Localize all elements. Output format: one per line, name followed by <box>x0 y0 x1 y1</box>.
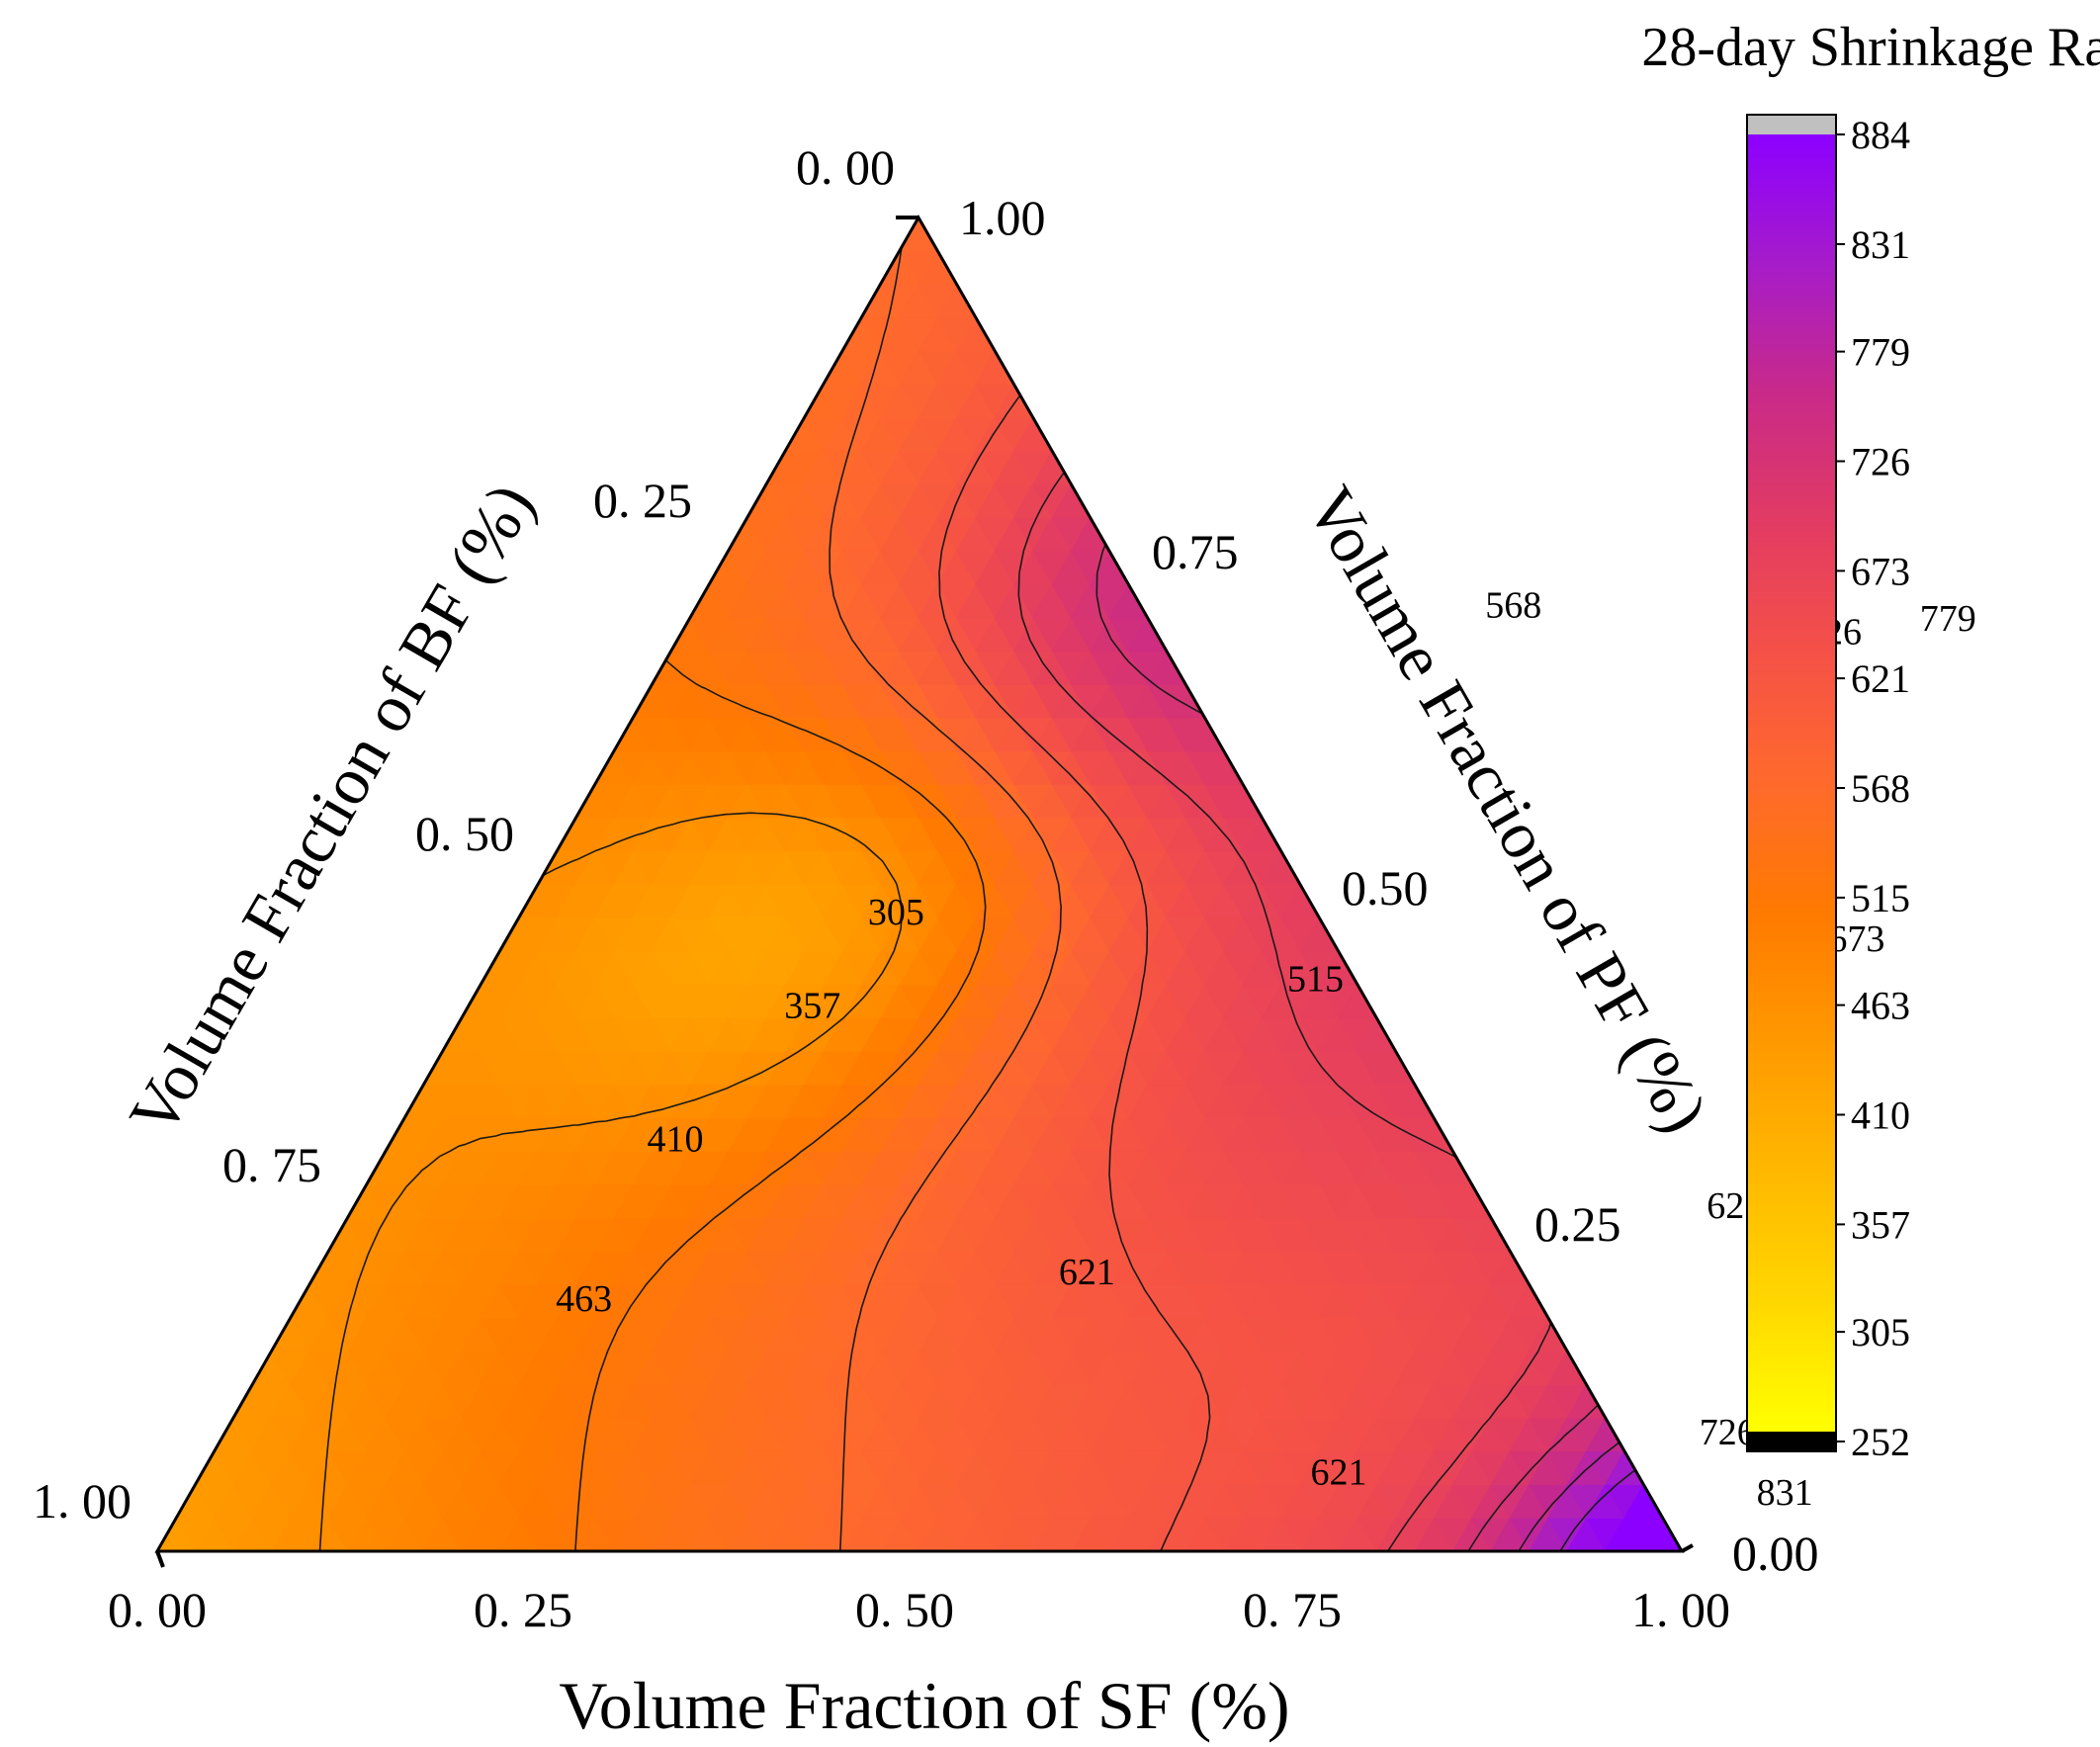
colorbar-title: 28-day Shrinkage Rate <box>1641 17 2100 78</box>
colorbar-tick-label: 357 <box>1851 1202 1910 1247</box>
right-tick-label: 0.75 <box>1152 524 1239 579</box>
right-tick-label: 0.25 <box>1534 1196 1621 1252</box>
colorbar-tick-label: 568 <box>1851 766 1910 811</box>
contour-line-568 <box>829 246 1062 1551</box>
right-tick-label: 0.50 <box>1342 860 1429 916</box>
contour-label: 568 <box>1485 585 1541 627</box>
contour-label: 673 <box>1828 918 1884 960</box>
colorbar-tick-label: 884 <box>1851 113 1910 157</box>
colorbar-tick-label: 621 <box>1851 656 1910 701</box>
contour-label: 410 <box>648 1118 704 1160</box>
colorbar-tick-label: 515 <box>1851 876 1910 920</box>
left-tick-label: 1. 00 <box>33 1473 131 1529</box>
contour-label: 621 <box>1059 1252 1115 1293</box>
colorbar-tick-label: 252 <box>1851 1420 1910 1464</box>
contour-line-673 <box>1017 472 1552 1551</box>
colorbar-frame <box>1746 114 1837 1452</box>
left-tick-label: 0. 75 <box>222 1137 321 1192</box>
colorbar-over-swatch <box>1747 115 1836 134</box>
contour-line-726 <box>1095 544 1599 1551</box>
contour-line-779 <box>1518 1441 1620 1551</box>
bottom-tick-label: 0. 00 <box>108 1582 207 1637</box>
contour-label: 357 <box>784 985 840 1026</box>
bottom-axis-title: Volume Fraction of SF (%) <box>559 1668 1289 1743</box>
bottom-tick-label: 0. 75 <box>1243 1582 1342 1637</box>
left-tick-label: 0. 25 <box>593 473 692 528</box>
contour-line-463 <box>318 812 904 1551</box>
colorbar-tick-label: 305 <box>1851 1310 1910 1354</box>
contour-line-515 <box>574 658 987 1551</box>
colorbar-tick-label: 831 <box>1851 222 1910 267</box>
colorbar-tick-label: 463 <box>1851 984 1910 1028</box>
right-tick-label: 1.00 <box>959 190 1046 245</box>
contour-field <box>157 218 1682 1551</box>
colorbar-ticks: 252 305 357 410 463 515 568 621 673 726 779 831 884 <box>1836 113 1910 1464</box>
right-corner-tick <box>1681 1543 1694 1553</box>
colorbar: 28-day Shrinkage Rate 252 305 357 410 463 515… <box>1641 17 2100 1464</box>
triangle-frame <box>154 214 1685 1553</box>
colorbar-tick-label: 673 <box>1851 549 1910 593</box>
right-tick-label: 0.00 <box>1732 1526 1819 1581</box>
colorbar-tick-label: 726 <box>1851 440 1910 484</box>
left-tick-label: 0. 00 <box>796 139 895 195</box>
colorbar-under-swatch <box>1747 1432 1836 1451</box>
colorbar-gradient-bar <box>1747 134 1836 1432</box>
contour-label: 779 <box>1920 598 1976 640</box>
colorbar-tick-label: 410 <box>1851 1093 1910 1138</box>
contour-label: 463 <box>556 1278 612 1320</box>
bottom-tick-label: 0. 25 <box>474 1582 572 1637</box>
contour-line-831 <box>1559 1469 1636 1551</box>
bottom-tick-label: 0. 50 <box>855 1582 954 1637</box>
field-cell <box>898 218 939 252</box>
bottom-origin-tick <box>155 1550 165 1568</box>
bottom-tick-label: 1. 00 <box>1631 1582 1730 1637</box>
contour-lines <box>318 246 1636 1551</box>
contour-line-621 <box>938 394 1211 1551</box>
contour-label: 305 <box>868 892 924 933</box>
left-tick-label: 0. 50 <box>415 806 514 861</box>
colorbar-tick-label: 779 <box>1851 330 1910 375</box>
contour-label: 515 <box>1287 958 1344 1000</box>
contour-label: 621 <box>1311 1452 1367 1494</box>
contour-label: 831 <box>1757 1472 1813 1514</box>
